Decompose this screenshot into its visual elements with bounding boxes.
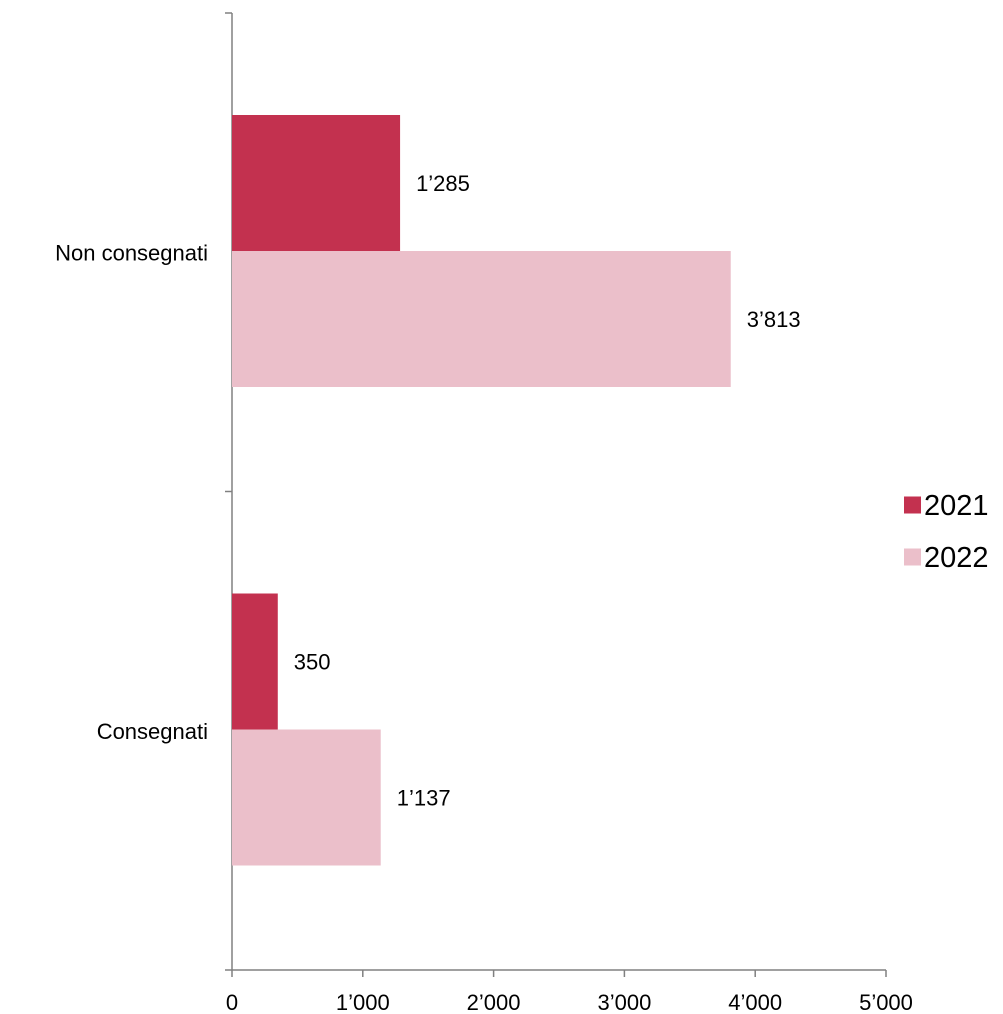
x-tick-label: 3’000 <box>597 990 651 1014</box>
bar-2022-consegnati <box>232 729 381 866</box>
legend-item: 2021 <box>904 490 989 522</box>
legend: 2021 2022 <box>904 490 989 574</box>
category-label: Non consegnati <box>55 240 208 265</box>
legend-label: 2021 <box>924 490 989 522</box>
data-label: 350 <box>294 650 331 675</box>
category-labels: Non consegnati Consegnati <box>55 240 208 744</box>
x-tick-label: 0 <box>226 990 238 1014</box>
x-axis-ticks: 0 1’000 2’000 3’000 4’000 5’000 <box>226 970 913 1014</box>
data-label: 3’813 <box>747 307 801 332</box>
bar-2021-consegnati <box>232 593 278 730</box>
legend-swatch <box>904 548 921 566</box>
legend-label: 2022 <box>924 542 989 574</box>
x-tick-label: 5’000 <box>859 990 913 1014</box>
legend-item: 2022 <box>904 542 989 574</box>
bar-2021-non-consegnati <box>232 115 401 251</box>
x-tick-label: 1’000 <box>336 990 390 1014</box>
data-label: 1’137 <box>397 786 451 811</box>
data-label: 1’285 <box>416 171 470 196</box>
data-labels: 1’285 3’813 350 1’137 <box>294 171 801 811</box>
legend-swatch <box>904 496 921 514</box>
x-tick-label: 4’000 <box>728 990 782 1014</box>
bars <box>232 115 731 866</box>
bar-2022-non-consegnati <box>232 251 731 387</box>
x-tick-label: 2’000 <box>467 990 521 1014</box>
category-label: Consegnati <box>97 719 208 744</box>
